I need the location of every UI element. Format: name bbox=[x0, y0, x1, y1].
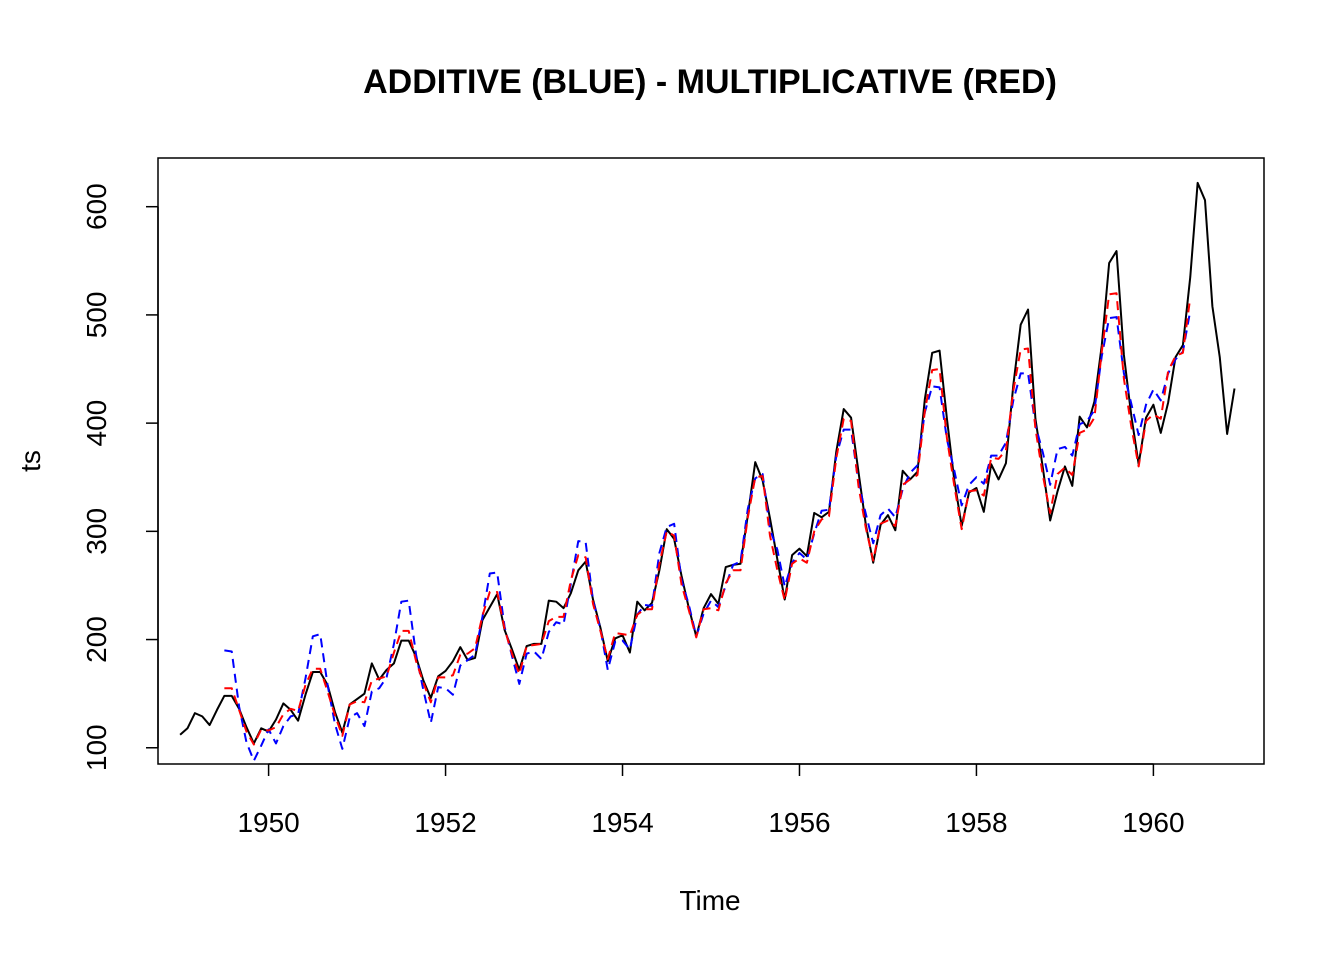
x-axis: 1950 1952 1954 1956 1958 1960 bbox=[237, 763, 1185, 838]
chart-title: ADDITIVE (BLUE) - MULTIPLICATIVE (RED) bbox=[363, 63, 1057, 101]
y-tick-label: 100 bbox=[81, 724, 112, 771]
y-tick-label: 500 bbox=[81, 292, 112, 339]
x-tick-label: 1954 bbox=[591, 807, 653, 838]
series-layer bbox=[179, 181, 1236, 762]
additive-fit-series-line bbox=[224, 310, 1192, 762]
x-tick-label: 1950 bbox=[237, 807, 299, 838]
y-tick-label: 400 bbox=[81, 400, 112, 447]
x-axis-title: Time bbox=[679, 885, 740, 916]
y-tick-label: 300 bbox=[81, 508, 112, 555]
x-tick-label: 1956 bbox=[768, 807, 830, 838]
y-tick-label: 200 bbox=[81, 616, 112, 663]
y-tick-label: 600 bbox=[81, 183, 112, 230]
multiplicative-fit-series-line bbox=[224, 292, 1192, 746]
x-tick-label: 1960 bbox=[1122, 807, 1184, 838]
plot-frame bbox=[157, 157, 1265, 765]
observed-series-line bbox=[179, 181, 1236, 745]
x-tick-label: 1952 bbox=[414, 807, 476, 838]
y-axis: 100 200 300 400 500 600 bbox=[81, 183, 159, 771]
x-tick-label: 1958 bbox=[945, 807, 1007, 838]
y-axis-title: ts bbox=[15, 450, 46, 472]
